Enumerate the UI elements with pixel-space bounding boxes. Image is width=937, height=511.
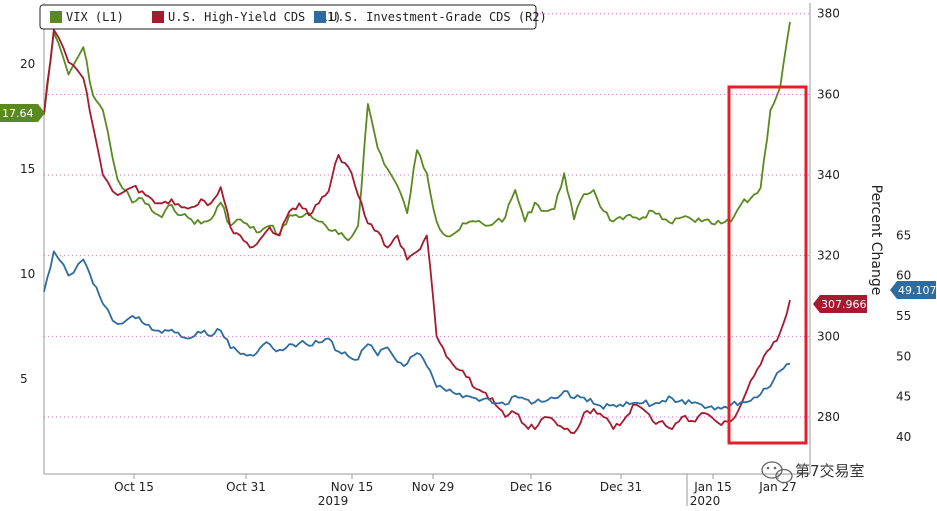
right-axis-1-ticks: 280 300 320 340 360 380 xyxy=(817,7,840,424)
end-label-1: 307.966 xyxy=(813,295,867,313)
legend-label: U.S. Investment-Grade CDS (R2) xyxy=(330,10,547,24)
r2-tick-label: 50 xyxy=(896,349,911,363)
legend-item-0: VIX (L1) xyxy=(50,10,124,24)
legend-swatch xyxy=(314,11,326,23)
r1-tick-label: 300 xyxy=(817,329,840,343)
x-tick-label: Jan 15 xyxy=(693,480,732,494)
highlight-box xyxy=(727,85,808,445)
plot-frame xyxy=(43,3,811,475)
series-line-2 xyxy=(43,250,791,411)
r2-tick-label: 60 xyxy=(896,269,911,283)
legend-item-2: U.S. Investment-Grade CDS (R2) xyxy=(314,10,547,24)
end-labels: 17.64 307.966 49.107 xyxy=(0,104,937,313)
series-line-0 xyxy=(43,21,791,242)
left-tick-label: 15 xyxy=(20,162,35,176)
r1-tick-label: 360 xyxy=(817,87,840,101)
r1-tick-label: 320 xyxy=(817,249,840,263)
left-axis-ticks: 5 10 15 20 xyxy=(20,57,35,386)
legend-swatch xyxy=(50,11,62,23)
x-tick-label: Jan 27 xyxy=(758,480,797,494)
r2-tick-label: 45 xyxy=(896,390,911,404)
svg-text:49.107: 49.107 xyxy=(898,284,937,297)
x-year-label: 2019 xyxy=(318,494,349,508)
x-axis-ticks: Oct 15 Oct 31 Nov 15 Nov 29 Dec 16 Dec 31 Jan … xyxy=(114,474,797,508)
x-tick-label: Oct 15 xyxy=(114,480,154,494)
r2-tick-label: 55 xyxy=(896,309,911,323)
legend-item-1: U.S. High-Yield CDS (R1) xyxy=(152,10,341,24)
watermark: 第7交易室 xyxy=(761,461,865,484)
x-tick-label: Nov 29 xyxy=(412,480,455,494)
legend-swatch xyxy=(152,11,164,23)
series-lines xyxy=(43,21,791,435)
r1-tick-label: 340 xyxy=(817,168,840,182)
r2-tick-label: 40 xyxy=(896,430,911,444)
x-tick-label: Oct 31 xyxy=(226,480,266,494)
end-label-0: 17.64 xyxy=(0,104,45,122)
r1-tick-label: 280 xyxy=(817,410,840,424)
x-tick-label: Dec 31 xyxy=(600,480,642,494)
x-year-label: 2020 xyxy=(690,494,721,508)
left-tick-label: 10 xyxy=(20,267,35,281)
legend-label: U.S. High-Yield CDS (R1) xyxy=(168,10,341,24)
watermark-text: 第7交易室 xyxy=(795,462,865,480)
svg-text:307.966: 307.966 xyxy=(821,298,867,311)
right-axis-title: Percent Change xyxy=(868,185,884,296)
left-tick-label: 5 xyxy=(20,372,28,386)
series-line-1 xyxy=(43,28,791,435)
right-axis-2-ticks: 40 45 50 55 60 65 xyxy=(896,228,911,444)
wechat-icon xyxy=(761,461,793,484)
legend-label: VIX (L1) xyxy=(66,10,124,24)
x-tick-label: Nov 15 xyxy=(331,480,374,494)
legend: VIX (L1) U.S. High-Yield CDS (R1)U.S. Inv… xyxy=(39,4,547,30)
x-tick-label: Dec 16 xyxy=(510,480,552,494)
r1-tick-label: 380 xyxy=(817,7,840,21)
svg-text:17.64: 17.64 xyxy=(2,107,34,120)
left-tick-label: 20 xyxy=(20,57,35,71)
end-label-2: 49.107 xyxy=(890,281,937,299)
r2-tick-label: 65 xyxy=(896,228,911,242)
